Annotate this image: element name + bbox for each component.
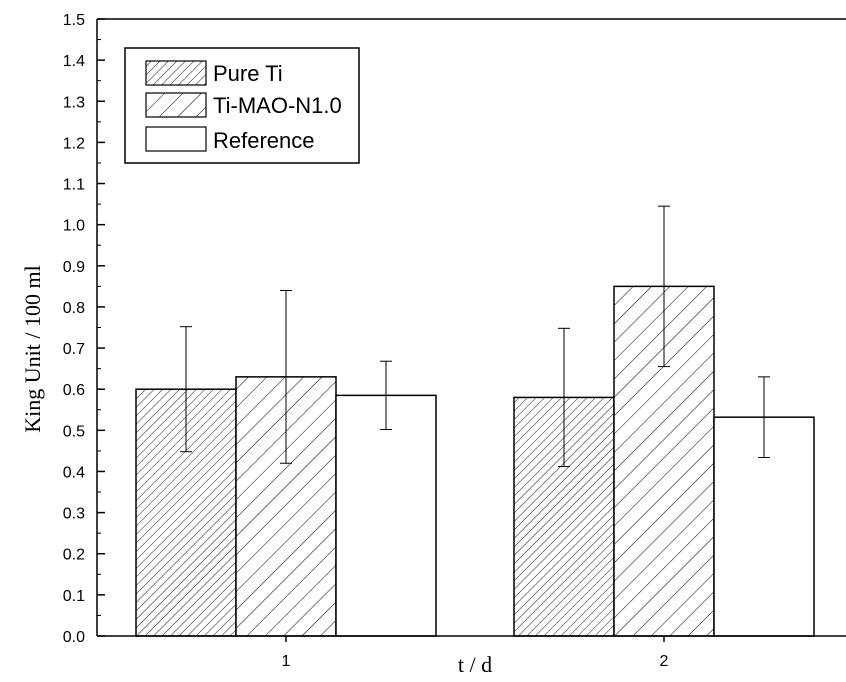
legend-label-reference: Reference [213, 128, 315, 153]
y-axis-title: King Unit / 100 ml [20, 265, 45, 432]
y-tick-label: 0.9 [63, 259, 85, 276]
y-tick-label: 0.8 [63, 300, 85, 317]
y-tick-label: 0.1 [63, 588, 85, 605]
ticks-layer: 1 2 0.0 0.1 0.2 0.3 0.4 0.5 0.6 0.7 0.8 0.9 1.0 1.1 1.… [63, 12, 669, 670]
y-tick-label: 0.4 [63, 464, 85, 481]
bars-layer [135, 285, 815, 637]
y-tick-label: 1.2 [63, 135, 85, 152]
error-bars-layer [180, 205, 770, 468]
legend-label-pure-ti: Pure Ti [213, 61, 283, 86]
y-tick-label: 0.3 [63, 506, 85, 523]
x-axis-title: t / d [458, 652, 492, 677]
legend-swatch-pure-ti [145, 60, 207, 86]
legend: Pure Ti Ti-MAO-N1.0 Reference [124, 47, 360, 164]
legend-swatch-ti-mao [145, 92, 207, 118]
legend-label-ti-mao: Ti-MAO-N1.0 [213, 93, 342, 118]
y-tick-label: 1.3 [63, 94, 85, 111]
y-tick-label: 1.4 [63, 53, 85, 70]
y-tick-label: 0.5 [63, 423, 85, 440]
y-tick-label: 1.1 [63, 177, 85, 194]
y-tick-label: 0.0 [63, 629, 85, 646]
x-tick-label: 1 [282, 653, 291, 670]
x-tick-label: 2 [660, 653, 669, 670]
legend-swatch-reference [145, 126, 207, 152]
y-tick-label: 0.7 [63, 341, 85, 358]
bar-3-cat-1 [335, 394, 437, 637]
y-tick-label: 0.6 [63, 382, 85, 399]
y-tick-label: 1.5 [63, 12, 85, 29]
y-tick-label: 0.2 [63, 547, 85, 564]
y-tick-label: 1.0 [63, 218, 85, 235]
